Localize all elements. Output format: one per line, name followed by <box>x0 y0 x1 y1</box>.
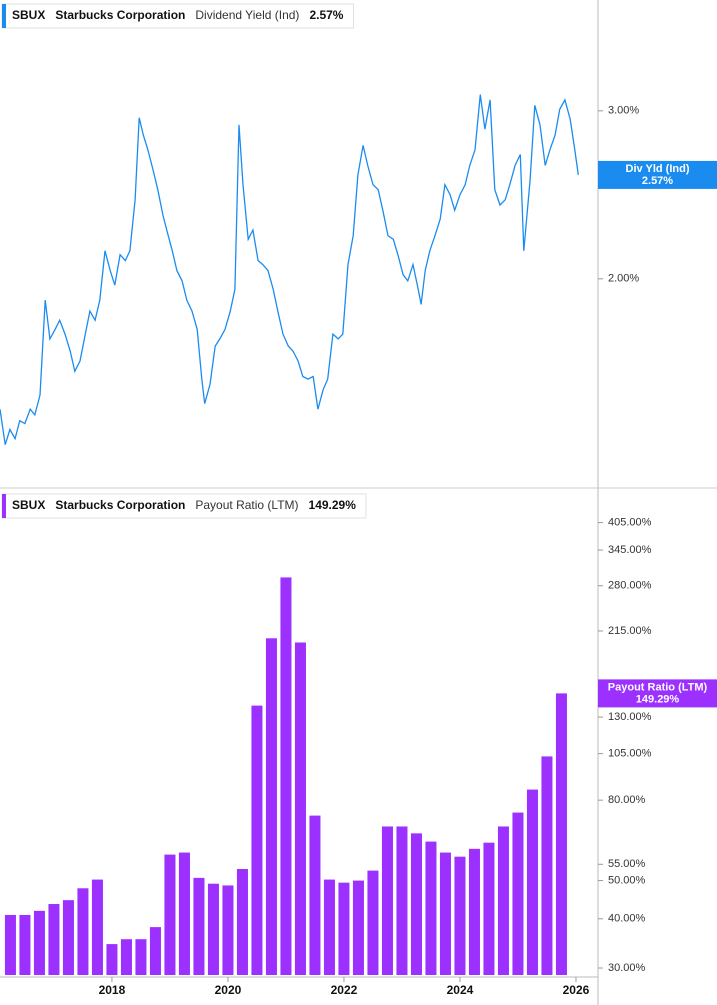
legend-ticker: SBUX <box>12 498 45 512</box>
badge-label: Payout Ratio (LTM) <box>608 681 708 693</box>
bar <box>497 826 509 975</box>
value-badge <box>598 679 717 708</box>
y-tick-label: 55.00% <box>608 858 646 870</box>
y-tick-label: 30.00% <box>608 962 646 974</box>
badge-value: 2.57% <box>642 175 673 187</box>
bar <box>512 812 524 975</box>
legend-ticker: SBUX <box>12 8 45 22</box>
bar <box>178 852 190 975</box>
bar <box>106 944 118 975</box>
y-tick-label: 280.00% <box>608 580 652 592</box>
y-tick-label: 345.00% <box>608 544 652 556</box>
legend: SBUX Starbucks Corporation Payout Ratio (L… <box>1 493 367 519</box>
bar <box>207 883 219 975</box>
legend-box <box>1 493 367 519</box>
bar <box>483 842 495 975</box>
bar <box>323 879 335 975</box>
x-tick-label: 2026 <box>563 983 590 997</box>
bar <box>352 880 364 975</box>
bar <box>555 693 567 975</box>
legend: SBUX Starbucks Corporation Dividend Yield … <box>1 3 354 29</box>
bar <box>425 841 437 975</box>
bar <box>62 900 74 975</box>
bar <box>135 939 147 975</box>
bar <box>526 789 538 975</box>
y-tick-label: 130.00% <box>608 711 652 723</box>
bar <box>294 642 306 975</box>
bar <box>149 927 161 975</box>
y-tick-label: 40.00% <box>608 913 646 925</box>
legend-swatch <box>2 4 6 28</box>
legend-metric: Payout Ratio (LTM) <box>195 498 298 512</box>
y-tick-label: 405.00% <box>608 517 652 529</box>
y-tick-label: 50.00% <box>608 875 646 887</box>
bar <box>541 756 553 975</box>
legend-company: Starbucks Corporation <box>55 498 185 512</box>
bar <box>33 910 45 975</box>
bar <box>265 638 277 975</box>
bar <box>120 939 132 975</box>
bar <box>19 914 31 975</box>
badge-label: Div Yld (Ind) <box>626 163 690 175</box>
y-tick-label: 105.00% <box>608 748 652 760</box>
bar <box>309 815 321 975</box>
x-tick-label: 2022 <box>331 983 358 997</box>
bar <box>280 577 292 975</box>
bar <box>381 826 393 975</box>
bar <box>48 904 60 975</box>
y-tick-label: 3.00% <box>608 105 639 117</box>
x-tick-label: 2018 <box>99 983 126 997</box>
bar <box>367 870 379 975</box>
y-tick-label: 80.00% <box>608 794 646 806</box>
bar <box>251 705 263 975</box>
bar <box>396 826 408 975</box>
legend-metric: Dividend Yield (Ind) <box>195 8 299 22</box>
badge-value: 149.29% <box>636 693 680 705</box>
bar <box>77 888 89 975</box>
bar <box>164 854 176 975</box>
bar <box>468 848 480 975</box>
value-badge <box>598 160 717 189</box>
bar <box>4 914 16 975</box>
line <box>0 94 579 445</box>
legend-box <box>1 3 354 29</box>
y-tick-label: 215.00% <box>608 625 652 637</box>
x-tick-label: 2020 <box>215 983 242 997</box>
bar <box>236 869 248 975</box>
bar <box>410 833 422 975</box>
bar <box>91 879 103 975</box>
legend-value: 149.29% <box>309 498 357 512</box>
bar <box>222 885 234 975</box>
legend-swatch <box>2 494 6 518</box>
bar <box>193 877 205 975</box>
bar <box>454 856 466 975</box>
bar <box>439 852 451 975</box>
x-tick-label: 2024 <box>447 983 474 997</box>
legend-company: Starbucks Corporation <box>55 8 185 22</box>
bar <box>338 882 350 975</box>
legend-value: 2.57% <box>309 8 343 22</box>
y-tick-label: 2.00% <box>608 273 639 285</box>
